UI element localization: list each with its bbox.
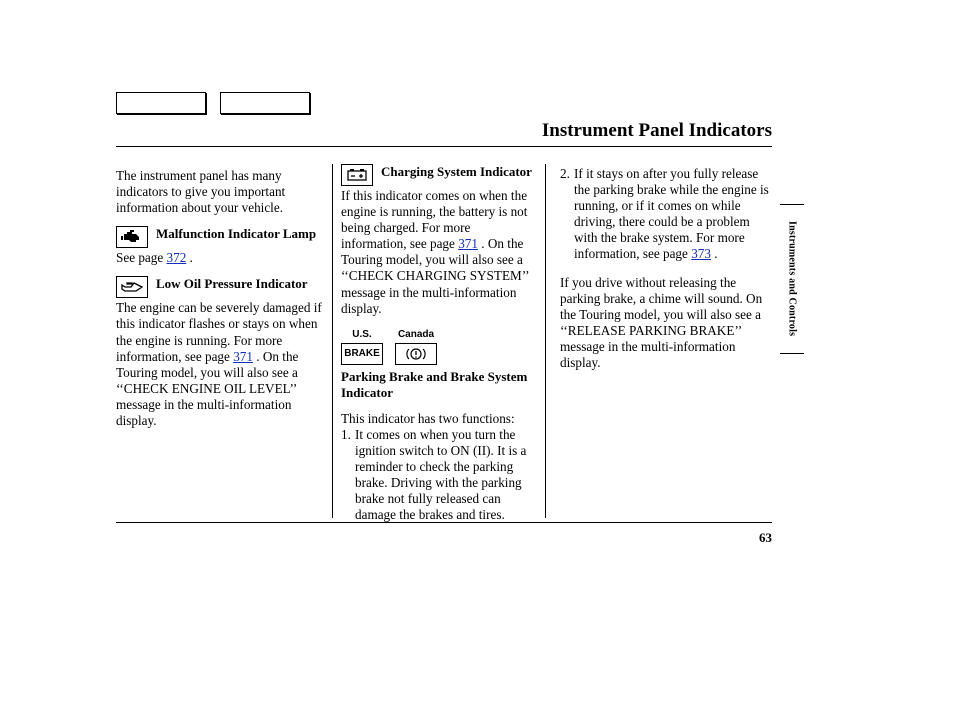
brake-us-label: U.S. <box>352 329 371 341</box>
low-oil-title: Low Oil Pressure Indicator <box>156 276 308 292</box>
brake-item-2-text: If it stays on after you fully release t… <box>574 166 772 263</box>
brake-ca-block: Canada <box>395 329 437 365</box>
brake-ca-label: Canada <box>398 329 434 341</box>
link-371a[interactable]: 371 <box>233 349 253 364</box>
link-372[interactable]: 372 <box>167 250 187 265</box>
brake-item-1-num: 1. <box>341 427 355 524</box>
brake-us-block: U.S. BRAKE <box>341 329 383 365</box>
battery-icon <box>341 164 373 186</box>
engine-icon <box>116 226 148 248</box>
section-tab: Instruments and Controls <box>780 204 804 354</box>
brake-title: Parking Brake and Brake System Indicator <box>341 369 537 401</box>
column-1: The instrument panel has many indicators… <box>116 164 332 518</box>
brake-lead: This indicator has two functions: <box>341 411 537 427</box>
mil-title: Malfunction Indicator Lamp <box>156 226 316 242</box>
link-373[interactable]: 373 <box>691 246 711 261</box>
page-number: 63 <box>759 530 772 546</box>
brake-icon-row: U.S. BRAKE Canada <box>341 329 537 365</box>
link-371b[interactable]: 371 <box>458 236 478 251</box>
low-oil-text: The engine can be severely damaged if th… <box>116 300 322 429</box>
page-title: Instrument Panel Indicators <box>542 120 772 142</box>
charging-text: If this indicator comes on when the engi… <box>341 188 537 317</box>
nav-button-row <box>116 92 310 114</box>
rule-bottom <box>116 522 772 523</box>
brake-ca-icon <box>395 343 437 365</box>
column-3: 2. If it stays on after you fully releas… <box>546 164 772 518</box>
charging-title: Charging System Indicator <box>381 164 532 180</box>
mil-text-a: See page <box>116 250 167 265</box>
mil-text: See page 372 . <box>116 250 322 266</box>
section-tab-label: Instruments and Controls <box>787 221 798 336</box>
brake-after-text: If you drive without releasing the parki… <box>560 275 772 372</box>
brake-item-1-text: It comes on when you turn the ignition s… <box>355 427 537 524</box>
brake-item-1: 1. It comes on when you turn the ignitio… <box>341 427 537 524</box>
brake-us-icon: BRAKE <box>341 343 383 365</box>
brake-item-2-text-a: If it stays on after you fully release t… <box>574 166 769 261</box>
intro-text: The instrument panel has many indicators… <box>116 168 322 216</box>
nav-button-prev[interactable] <box>116 92 206 114</box>
low-oil-heading: Low Oil Pressure Indicator <box>116 276 322 298</box>
brake-item-2-num: 2. <box>560 166 574 263</box>
rule-top <box>116 146 772 147</box>
column-2: Charging System Indicator If this indica… <box>332 164 546 518</box>
mil-heading: Malfunction Indicator Lamp <box>116 226 322 248</box>
brake-item-2: 2. If it stays on after you fully releas… <box>560 166 772 263</box>
oil-can-icon <box>116 276 148 298</box>
mil-text-b: . <box>186 250 193 265</box>
content-columns: The instrument panel has many indicators… <box>116 164 772 518</box>
manual-page: Instrument Panel Indicators Instruments … <box>0 0 954 710</box>
brake-item-2-text-b: . <box>711 246 718 261</box>
charging-heading: Charging System Indicator <box>341 164 537 186</box>
nav-button-next[interactable] <box>220 92 310 114</box>
